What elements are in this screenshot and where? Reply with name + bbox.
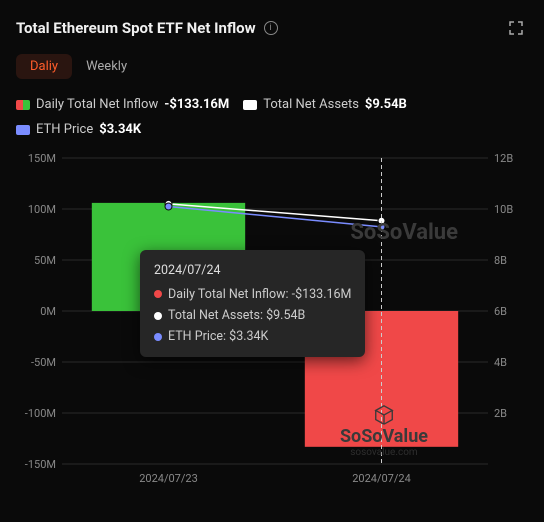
legend-value: -$133.16M — [164, 93, 229, 118]
legend-value: $9.54B — [365, 93, 407, 118]
svg-text:150M: 150M — [28, 152, 56, 165]
line-swatch-icon — [16, 125, 30, 135]
svg-text:-100M: -100M — [25, 407, 56, 420]
legend-label: Daily Total Net Inflow — [36, 93, 158, 118]
chart-canvas: -150M -100M -50M 0M 50M 100M 150M 2B 4B 6B 8B 10B 12… — [16, 150, 528, 490]
legend-assets[interactable]: Total Net Assets $9.54B — [243, 93, 407, 118]
tab-daily[interactable]: Daliy — [16, 54, 72, 79]
legend-value: $3.34K — [99, 118, 141, 143]
legend-eth[interactable]: ETH Price $3.34K — [16, 118, 141, 143]
chart[interactable]: -150M -100M -50M 0M 50M 100M 150M 2B 4B 6B 8B 10B 12… — [16, 150, 528, 490]
legend: Daily Total Net Inflow -$133.16M Total N… — [16, 93, 528, 142]
header: Total Ethereum Spot ETF Net Inflow i — [16, 16, 528, 40]
page-title: Total Ethereum Spot ETF Net Inflow — [16, 19, 256, 37]
svg-text:8B: 8B — [494, 254, 507, 267]
legend-label: ETH Price — [36, 118, 93, 143]
tab-weekly[interactable]: Weekly — [72, 54, 141, 79]
svg-text:50M: 50M — [34, 254, 56, 267]
bar-swatch-icon — [16, 100, 30, 110]
svg-text:4B: 4B — [494, 356, 507, 369]
svg-text:10B: 10B — [494, 203, 513, 216]
info-icon[interactable]: i — [264, 21, 278, 35]
svg-text:-150M: -150M — [25, 458, 56, 471]
svg-text:2024/07/23: 2024/07/23 — [139, 472, 198, 485]
svg-text:100M: 100M — [28, 203, 56, 216]
line-swatch-icon — [243, 100, 257, 110]
svg-text:-50M: -50M — [31, 356, 56, 369]
legend-netinflow[interactable]: Daily Total Net Inflow -$133.16M — [16, 93, 229, 118]
fullscreen-icon[interactable] — [504, 16, 528, 40]
svg-text:2024/07/24: 2024/07/24 — [352, 472, 411, 485]
legend-label: Total Net Assets — [263, 93, 359, 118]
svg-text:12B: 12B — [494, 152, 513, 165]
svg-text:6B: 6B — [494, 305, 507, 318]
svg-text:2B: 2B — [494, 407, 507, 420]
period-tabs: Daliy Weekly — [16, 54, 528, 79]
svg-text:0M: 0M — [40, 305, 56, 318]
